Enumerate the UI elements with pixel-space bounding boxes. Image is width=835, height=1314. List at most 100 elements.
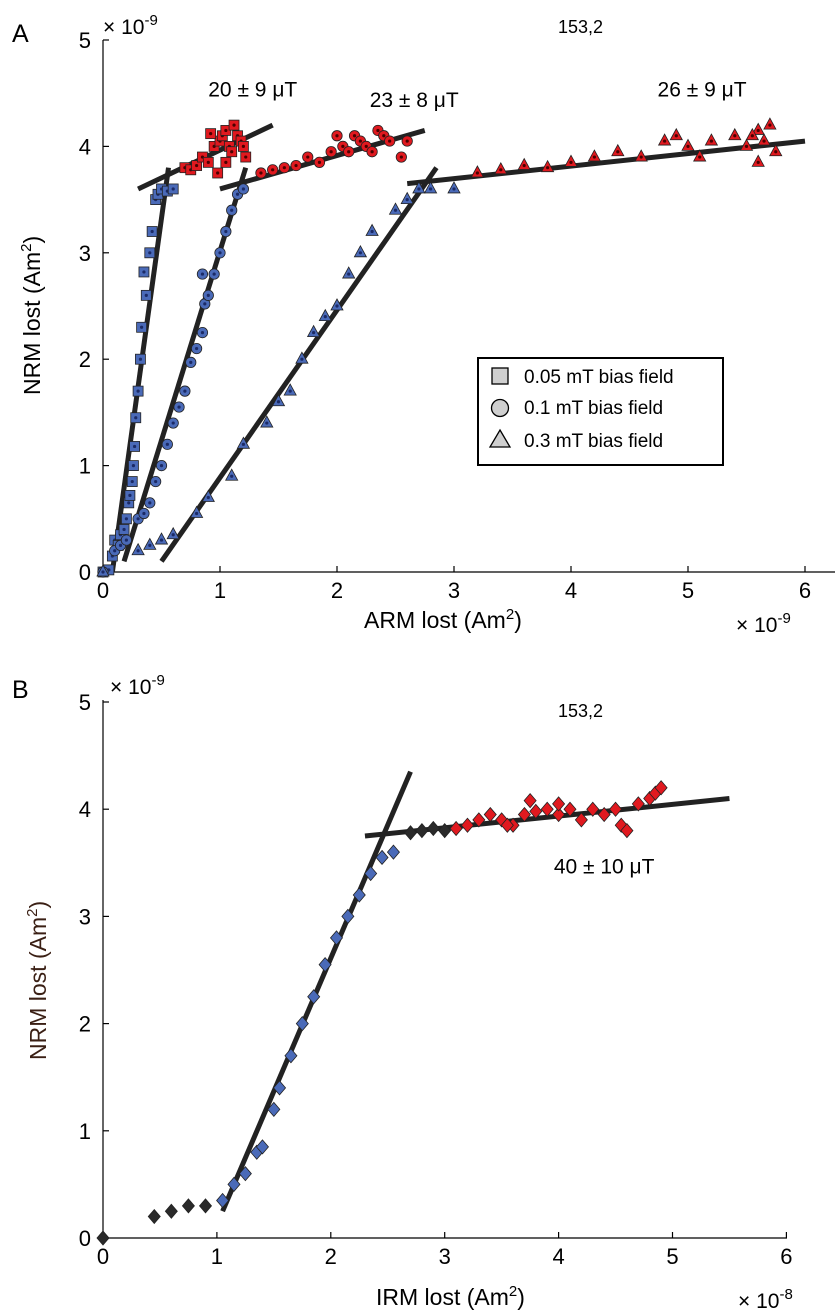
data-point-blue-center xyxy=(235,192,240,196)
data-point-red-center xyxy=(744,144,749,148)
data-point-red xyxy=(563,801,577,817)
data-point-dark xyxy=(426,820,440,837)
data-point-blue-center xyxy=(230,208,234,212)
fit-annotation: 26 ± 9 μT xyxy=(658,78,747,101)
data-point-dark xyxy=(415,823,429,839)
data-point-dark xyxy=(404,825,418,841)
data-point-red-center xyxy=(499,168,503,172)
panel-a-y-label: NRM lost (Am2) xyxy=(18,236,45,395)
legend-entry-circle: 0.1 mT bias field xyxy=(524,398,663,419)
data-point-blue-center xyxy=(347,272,351,276)
data-point-blue-center xyxy=(370,229,374,234)
data-point-red-center xyxy=(663,139,667,143)
data-point-red-center xyxy=(399,155,403,159)
data-point-red-center xyxy=(768,123,772,127)
x-tick-label: 6 xyxy=(799,578,811,603)
data-point-blue-center xyxy=(142,270,146,274)
data-point-dark xyxy=(198,1198,213,1214)
data-point-blue-center xyxy=(241,442,245,446)
panel-b-points xyxy=(96,780,668,1246)
data-point-blue-center xyxy=(189,360,193,364)
data-point-blue-center xyxy=(171,421,175,425)
panel-a-sample-label: 153,2 xyxy=(558,17,603,37)
data-point-red xyxy=(597,806,611,823)
panel-b-x-exponent: × 10-8 xyxy=(738,1286,793,1313)
data-point-blue-center xyxy=(183,389,187,393)
data-point-red-center xyxy=(546,166,550,170)
panel-b-ticks: 0 1 2 3 4 5 6 0 1 2 3 4 5 xyxy=(79,690,793,1269)
panel-a-x-label: ARM lost (Am2) xyxy=(364,606,522,633)
panel-a-points xyxy=(96,117,783,578)
data-point-red xyxy=(523,793,537,809)
data-point-blue-center xyxy=(148,543,152,548)
panel-b-x-label: IRM lost (Am2) xyxy=(376,1283,525,1310)
data-point-red-center xyxy=(306,155,310,159)
data-point-blue xyxy=(255,1139,269,1155)
data-point-red-center xyxy=(405,139,409,143)
data-point-blue-center xyxy=(171,533,175,537)
data-point-blue-center xyxy=(206,495,210,500)
data-point-red-center xyxy=(271,168,275,172)
data-point-blue-center xyxy=(203,302,207,306)
data-point-red-center xyxy=(216,171,220,175)
x-tick-label: 3 xyxy=(439,1244,451,1269)
data-point-blue-center xyxy=(323,315,327,319)
data-point-red xyxy=(586,801,600,817)
data-point-blue-center xyxy=(265,421,269,425)
data-point-blue-center xyxy=(138,357,143,361)
data-point-red-center xyxy=(709,139,714,143)
data-point-blue-center xyxy=(101,570,105,574)
data-point-dark xyxy=(438,823,452,839)
panel-a-annotations: 20 ± 9 μT 23 ± 8 μT 26 ± 9 μT xyxy=(208,78,746,112)
data-point-blue-center xyxy=(224,229,228,234)
data-point-red xyxy=(552,806,566,823)
fit-annotation: 20 ± 9 μT xyxy=(208,78,297,101)
data-point-blue-center xyxy=(144,293,148,297)
data-point-red xyxy=(620,823,634,839)
data-point-blue-center xyxy=(312,331,316,335)
data-point-red-center xyxy=(230,150,234,154)
data-point-red-center xyxy=(522,163,526,168)
data-point-blue-center xyxy=(452,187,456,191)
y-tick-label: 4 xyxy=(79,134,91,159)
legend-entry-triangle: 0.3 mT bias field xyxy=(524,431,663,452)
data-point-blue xyxy=(295,1015,309,1032)
data-point-blue-center xyxy=(150,229,154,234)
data-point-blue-center xyxy=(159,464,164,468)
data-point-red-center xyxy=(347,150,351,154)
data-point-blue-center xyxy=(113,549,117,553)
data-point-blue-center xyxy=(148,501,152,505)
y-tick-label: 0 xyxy=(79,1226,91,1251)
data-point-blue-center xyxy=(230,474,234,478)
x-tick-label: 4 xyxy=(552,1244,564,1269)
data-point-blue-center xyxy=(134,416,138,420)
data-point-blue-center xyxy=(288,389,292,393)
y-tick-label: 5 xyxy=(79,690,91,715)
data-point-red-center xyxy=(756,160,760,164)
data-point-blue-center xyxy=(130,479,134,484)
panel-b-annotations: 40 ± 10 μT xyxy=(554,856,655,879)
panel-a-letter: A xyxy=(12,20,29,48)
y-tick-label: 2 xyxy=(79,1012,91,1037)
data-point-blue xyxy=(238,1166,252,1182)
fit-line xyxy=(159,166,439,563)
data-point-red-center xyxy=(364,144,368,148)
data-point-blue-center xyxy=(159,538,164,542)
fit-line xyxy=(220,770,413,1213)
data-point-blue-center xyxy=(140,325,144,329)
data-point-blue-center xyxy=(276,400,281,404)
y-tick-label: 0 xyxy=(79,560,91,585)
data-point-red-center xyxy=(762,139,766,143)
data-point-red-center xyxy=(475,171,479,175)
data-point-blue xyxy=(329,930,344,946)
data-point-red xyxy=(460,817,475,833)
data-point-blue xyxy=(273,1080,287,1096)
x-tick-label: 5 xyxy=(666,1244,678,1269)
x-tick-label: 4 xyxy=(565,578,577,603)
data-point-red-center xyxy=(674,134,678,138)
data-point-blue xyxy=(375,849,389,866)
data-point-red-center xyxy=(370,150,374,154)
data-point-red-center xyxy=(335,134,339,138)
panel-a-y-exponent: × 10-9 xyxy=(103,12,158,39)
